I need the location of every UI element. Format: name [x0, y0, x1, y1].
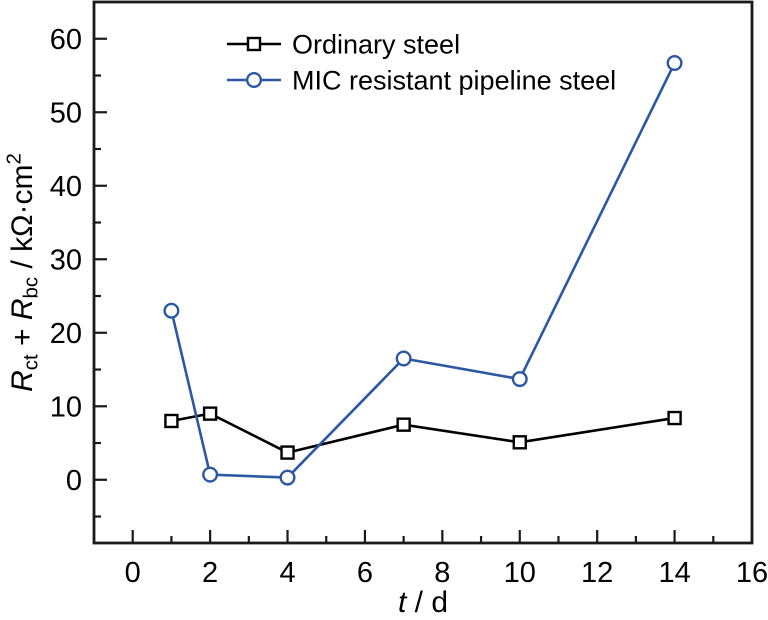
data-point-marker-mic-resistant-pipeline-steel — [511, 371, 528, 388]
y-axis-tick-label: 60 — [50, 24, 82, 56]
data-point-marker-ordinary-steel — [164, 413, 179, 429]
data-point-marker-ordinary-steel — [396, 417, 411, 432]
x-axis-tick-label: 16 — [736, 557, 768, 589]
legend-marker-ordinary-steel — [246, 36, 262, 52]
y-axis-title: Rct + Rbc / kΩ·cm2 — [4, 153, 43, 392]
x-axis-title: t / d — [398, 586, 448, 619]
data-point-marker-mic-resistant-pipeline-steel — [666, 55, 683, 72]
data-point-marker-ordinary-steel — [202, 406, 218, 421]
x-axis-tick-label: 10 — [504, 557, 536, 589]
data-point-marker-mic-resistant-pipeline-steel — [395, 350, 412, 367]
y-axis-tick-label: 50 — [50, 97, 82, 129]
data-point-marker-mic-resistant-pipeline-steel — [279, 469, 296, 486]
y-axis-tick-label: 40 — [50, 171, 82, 203]
x-axis-tick-label: 6 — [357, 557, 373, 589]
data-point-marker-mic-resistant-pipeline-steel — [163, 302, 180, 319]
y-axis-tick-label: 30 — [50, 244, 82, 276]
data-point-marker-ordinary-steel — [280, 445, 295, 460]
legend-label-ordinary-steel: Ordinary steel — [292, 29, 460, 59]
y-axis-tick-label: 10 — [50, 391, 82, 423]
data-point-marker-ordinary-steel — [512, 435, 527, 450]
legend-marker-mic-resistant-pipeline-steel — [245, 71, 262, 88]
y-axis-tick-label: 0 — [66, 465, 82, 497]
x-axis-tick-label: 12 — [581, 557, 613, 589]
legend-label-mic-resistant-pipeline-steel: MIC resistant pipeline steel — [292, 65, 616, 95]
plot-frame — [92, 0, 754, 545]
x-axis-tick-label: 4 — [279, 557, 295, 589]
x-axis-tick-label: 0 — [125, 557, 141, 589]
y-axis-tick-label: 20 — [50, 318, 82, 350]
x-axis-tick-label: 8 — [434, 557, 450, 589]
series-line-ordinary-steel — [171, 412, 675, 454]
x-axis-tick-label: 2 — [202, 557, 218, 589]
data-point-marker-ordinary-steel — [667, 410, 682, 426]
series-line-mic-resistant-pipeline-steel — [170, 62, 676, 479]
x-axis-tick-label: 14 — [658, 557, 690, 589]
data-point-marker-mic-resistant-pipeline-steel — [202, 466, 219, 483]
